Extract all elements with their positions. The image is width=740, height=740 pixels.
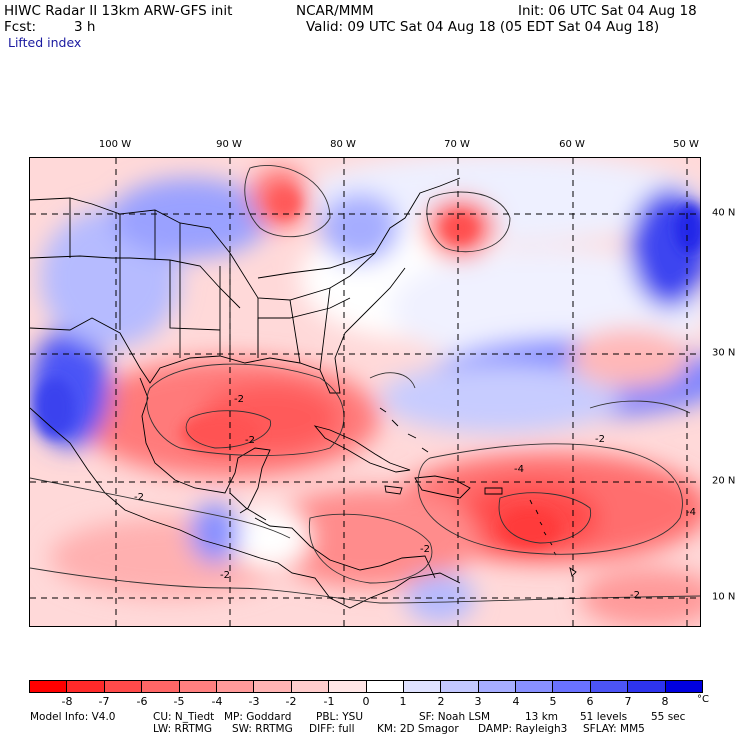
colorbar-tick: 5 [549,695,557,708]
cumulus-scheme: CU: N_Tiedt [153,711,215,723]
contour-label: -2 [420,544,430,555]
surface-scheme: SF: Noah LSM [419,711,491,723]
colorbar-tick: -1 [323,695,335,708]
valid-time: Valid: 09 UTC Sat 04 Aug 18 (05 EDT Sat … [306,19,660,35]
contour-label: -2 [234,394,244,405]
contour-label: -2 [220,570,230,581]
lon-label: 100 W [98,139,132,150]
forecast-hour: 3 h [74,19,96,35]
surface-layer-option: SFLAY: MM5 [583,723,645,735]
colorbar-tick: -8 [61,695,73,708]
lon-label: 50 W [673,139,699,150]
timestep: 55 sec [651,711,686,723]
colorbar-tick: 3 [474,695,482,708]
contour-label: -2 [134,492,144,503]
lon-label: 60 W [559,139,585,150]
colorbar-swatch [30,681,67,692]
damping-option: DAMP: Rayleigh3 [478,723,568,735]
colorbar-tick: 1 [399,695,407,708]
lifted-index-map: -2 -2 -2 -2 -4 -4 -2 -2 -2 [29,157,701,627]
km-option: KM: 2D Smagor [377,723,459,735]
colorbar-tick: 6 [586,695,594,708]
lat-label: 10 N [712,591,736,603]
pbl-scheme: PBL: YSU [316,711,364,723]
colorbar-tick: -6 [136,695,148,708]
microphysics-scheme: MP: Goddard [224,711,292,723]
lat-label: 30 N [712,347,736,359]
contour-label: -2 [245,435,255,446]
colorbar-swatch [552,681,590,692]
diffusion-option: DIFF: full [309,723,355,735]
lon-label: 80 W [330,139,356,150]
model-info: Model Info: V4.0 [30,711,116,723]
colorbar-swatch [664,681,703,692]
lat-label: 20 N [712,475,736,487]
colorbar-tick: 2 [437,695,445,708]
contour-label: -4 [686,507,696,518]
colorbar-swatch [253,681,291,692]
colorbar-swatch [103,681,142,692]
longwave-scheme: LW: RRTMG [153,723,212,735]
map-title: HIWC Radar II 13km ARW-GFS init [4,3,233,19]
vertical-levels: 51 levels [580,711,628,723]
colorbar-swatch [515,681,553,692]
colorbar-tick: -7 [98,695,110,708]
colorbar-swatch [440,681,478,692]
colorbar-tick: -4 [211,695,223,708]
colorbar-swatch [365,681,403,692]
colorbar-tick: -5 [173,695,185,708]
forecast-label: Fcst: [4,19,37,35]
colorbar-swatch [589,681,628,692]
contour-label: -4 [514,464,524,475]
colorbar-swatch [477,681,516,692]
colorbar-unit: °C [697,694,709,705]
colorbar-tick: -2 [285,695,297,708]
shortwave-scheme: SW: RRTMG [232,723,293,735]
contour-label: -2 [630,590,640,601]
colorbar-tick: 4 [512,695,520,708]
lon-label: 70 W [444,139,470,150]
colorbar-tick: -3 [248,695,260,708]
colorbar-swatch [141,681,179,692]
colorbar-swatch [328,681,366,692]
colorbar-tick: 7 [624,695,632,708]
colorbar-swatch [402,681,441,692]
colorbar-swatch [66,681,104,692]
colorbar-swatch [290,681,329,692]
colorbar-swatch [215,681,254,692]
lon-label: 90 W [216,139,242,150]
colorbar-tick: 0 [362,695,370,708]
colorbar-tick: 8 [661,695,669,708]
init-time: Init: 06 UTC Sat 04 Aug 18 [518,3,697,19]
contour-label: -2 [595,434,605,445]
colorbar [29,680,703,693]
colorbar-swatch [178,681,216,692]
org-label: NCAR/MMM [296,3,374,19]
field-name: Lifted index [8,35,82,50]
colorbar-swatch [627,681,665,692]
grid-spacing: 13 km [525,711,559,723]
lat-label: 40 N [712,207,736,219]
